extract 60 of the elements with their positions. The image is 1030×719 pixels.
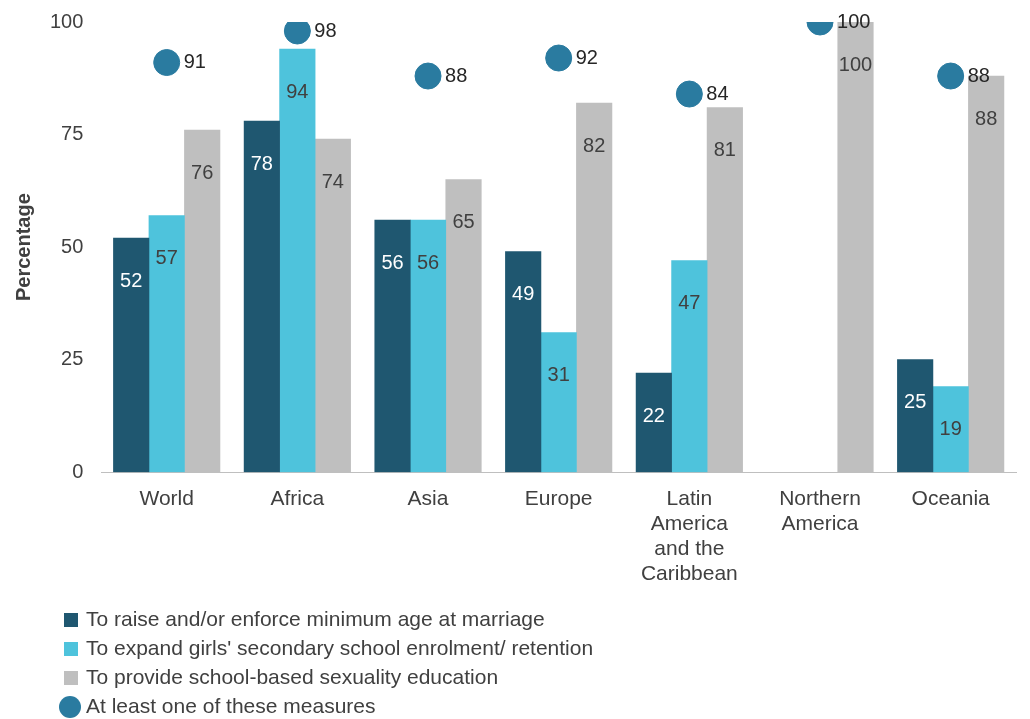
data-label: 82 [583, 133, 606, 156]
x-tick-label: World [139, 485, 194, 509]
data-label: 91 [183, 50, 206, 73]
bar [314, 138, 351, 473]
data-label: 88 [445, 63, 468, 86]
y-tick-label: 75 [61, 122, 84, 145]
legend-label: To raise and/or enforce minimum age at marriage [86, 606, 545, 630]
bar [113, 237, 150, 473]
data-label: 81 [713, 138, 736, 161]
x-tick-label: Europe [524, 485, 593, 509]
bar [148, 215, 185, 473]
data-label: 88 [967, 63, 990, 86]
y-tick-label: 100 [49, 9, 84, 32]
legend-label: To provide school-based sexuality education [86, 664, 499, 688]
bar [540, 332, 577, 473]
data-label: 19 [939, 417, 962, 440]
y-axis-title: Percentage [11, 193, 34, 302]
data-label: 78 [250, 151, 273, 174]
y-tick-label: 25 [61, 347, 84, 370]
data-label: 57 [155, 246, 178, 269]
data-label: 56 [416, 250, 440, 273]
bar [409, 219, 447, 473]
bar [243, 120, 280, 473]
data-label: 25 [904, 390, 927, 413]
y-tick-label: 50 [61, 234, 84, 257]
data-label: 84 [706, 81, 729, 104]
data-label: 88 [975, 106, 998, 129]
x-tick-label: Northern America [779, 485, 861, 534]
legend-label: At least one of these measures [86, 693, 376, 717]
bar [374, 219, 411, 473]
data-label: 31 [547, 363, 570, 386]
x-tick-label: Oceania [911, 485, 991, 509]
bar [445, 179, 482, 473]
bar [671, 260, 708, 473]
x-tick-label: Africa [270, 485, 325, 509]
data-label: 98 [314, 18, 337, 41]
data-label: 47 [678, 291, 701, 314]
bar [505, 251, 542, 473]
bar [279, 48, 316, 473]
data-label: 74 [321, 169, 344, 192]
bar [576, 102, 613, 473]
data-label: 92 [575, 45, 598, 68]
bar [897, 359, 934, 473]
data-label: 52 [120, 268, 143, 291]
x-tick-label: Asia [407, 485, 449, 509]
bar [706, 107, 743, 473]
data-label: 56 [381, 250, 404, 273]
x-tick-label: Latin America and the Caribbean [640, 485, 738, 585]
data-label: 76 [191, 160, 214, 183]
bar [635, 372, 672, 473]
data-label: 94 [286, 79, 309, 102]
data-label: 49 [512, 282, 535, 305]
bar [932, 386, 969, 473]
bar [184, 129, 221, 473]
legend-label: To expand girls' secondary school enrolment/ retention [86, 635, 594, 659]
y-tick-label: 0 [72, 459, 84, 482]
data-label: 22 [642, 403, 665, 426]
data-label: 100 [837, 9, 871, 32]
data-label: 65 [452, 210, 475, 233]
data-label: 100 [838, 52, 873, 75]
